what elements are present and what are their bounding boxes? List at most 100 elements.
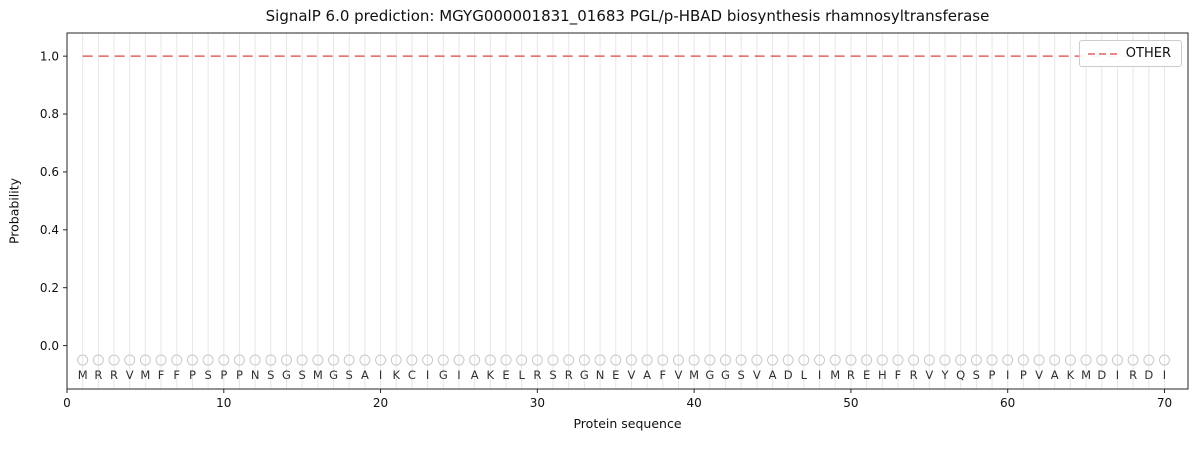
residue-marker	[1002, 354, 1014, 366]
residue-letter: G	[329, 368, 338, 382]
residue-marker	[798, 354, 810, 366]
residue-marker	[547, 354, 559, 366]
residue-marker	[202, 354, 214, 366]
residue-letter: I	[1116, 368, 1119, 382]
x-tick-label: 40	[686, 396, 701, 410]
residue-letter: F	[895, 368, 902, 382]
residue-letter: R	[533, 368, 541, 382]
residue-marker	[814, 354, 826, 366]
residue-letter: I	[379, 368, 382, 382]
residue-marker	[359, 354, 371, 366]
residue-marker	[861, 354, 873, 366]
residue-marker	[908, 354, 920, 366]
residue-letter: V	[627, 368, 635, 382]
residue-marker	[218, 354, 230, 366]
residue-marker	[124, 354, 136, 366]
residue-letter: N	[251, 368, 260, 382]
residue-letter: P	[989, 368, 996, 382]
residue-marker	[578, 354, 590, 366]
residue-marker	[923, 354, 935, 366]
residue-marker	[77, 354, 89, 366]
residue-marker	[1096, 354, 1108, 366]
residue-letter: Y	[940, 368, 949, 382]
residue-marker	[1080, 354, 1092, 366]
residue-marker	[265, 354, 277, 366]
y-tick-label: 0.2	[40, 281, 59, 295]
residue-letter: R	[847, 368, 855, 382]
residue-letter: I	[457, 368, 460, 382]
x-tick-label: 60	[1000, 396, 1015, 410]
residue-marker	[249, 354, 261, 366]
residue-marker	[406, 354, 418, 366]
residue-letter: F	[173, 368, 180, 382]
residue-letter: G	[721, 368, 730, 382]
residue-letter: S	[204, 368, 211, 382]
residue-letter: R	[1129, 368, 1137, 382]
residue-letter: S	[299, 368, 306, 382]
residue-marker	[516, 354, 528, 366]
residue-marker	[155, 354, 167, 366]
residue-marker	[719, 354, 731, 366]
residue-marker	[422, 354, 434, 366]
x-tick-label: 70	[1157, 396, 1172, 410]
residue-marker	[970, 354, 982, 366]
residue-marker	[986, 354, 998, 366]
y-axis-label: Probability	[6, 177, 22, 245]
residue-letter: M	[830, 368, 840, 382]
residue-letter: M	[689, 368, 699, 382]
legend: OTHER	[1078, 40, 1182, 67]
residue-marker	[688, 354, 700, 366]
residue-letter: M	[78, 368, 88, 382]
residue-marker	[657, 354, 669, 366]
y-tick-label: 1.0	[40, 49, 59, 63]
residue-marker	[1111, 354, 1123, 366]
residue-letter: K	[1067, 368, 1075, 382]
residue-marker	[939, 354, 951, 366]
residue-marker	[343, 354, 355, 366]
residue-marker	[845, 354, 857, 366]
residue-letter: G	[580, 368, 589, 382]
residue-letter: V	[126, 368, 134, 382]
residue-letter: S	[346, 368, 353, 382]
residue-marker	[92, 354, 104, 366]
residue-letter: P	[1020, 368, 1027, 382]
residue-letter: D	[784, 368, 793, 382]
residue-letter: H	[878, 368, 887, 382]
residue-marker	[1033, 354, 1045, 366]
residue-marker	[312, 354, 324, 366]
residue-marker	[453, 354, 465, 366]
residue-marker	[296, 354, 308, 366]
residue-letter: R	[94, 368, 102, 382]
residue-letter: L	[518, 368, 525, 382]
residue-letter: D	[1144, 368, 1153, 382]
residue-marker	[829, 354, 841, 366]
residue-marker	[375, 354, 387, 366]
residue-marker	[500, 354, 512, 366]
y-tick-label: 0.6	[40, 165, 59, 179]
x-tick-label: 50	[843, 396, 858, 410]
residue-letter: S	[973, 368, 980, 382]
x-axis-label: Protein sequence	[573, 416, 682, 431]
residue-letter: G	[439, 368, 448, 382]
residue-marker	[171, 354, 183, 366]
residue-letter: D	[1097, 368, 1106, 382]
residue-letter: E	[502, 368, 509, 382]
residue-letter: Q	[956, 368, 965, 382]
residue-marker	[876, 354, 888, 366]
x-tick-label: 10	[216, 396, 231, 410]
residue-letter: I	[818, 368, 821, 382]
residue-letter: A	[361, 368, 369, 382]
residue-marker	[1158, 354, 1170, 366]
residue-letter: K	[392, 368, 400, 382]
residue-letter: M	[140, 368, 150, 382]
residue-letter: A	[1051, 368, 1059, 382]
residue-marker	[625, 354, 637, 366]
residue-marker	[641, 354, 653, 366]
residue-marker	[1017, 354, 1029, 366]
legend-dashed-line-icon	[1087, 52, 1118, 55]
residue-letter: S	[738, 368, 745, 382]
residue-marker	[1127, 354, 1139, 366]
residue-marker	[704, 354, 716, 366]
residue-letter: S	[549, 368, 556, 382]
